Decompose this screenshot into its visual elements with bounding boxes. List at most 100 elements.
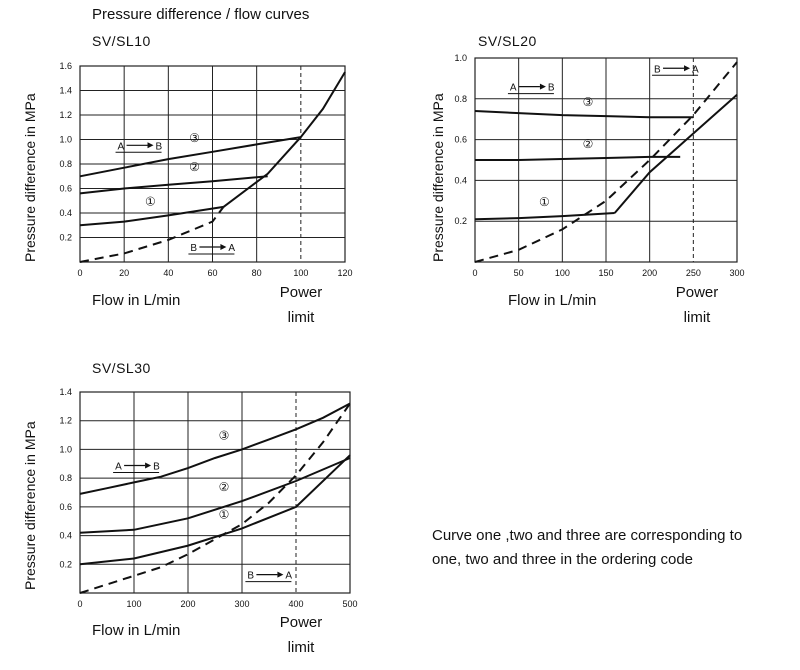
curve-note-line1: Curve one ,two and three are correspondi… bbox=[432, 527, 743, 544]
plot-frame bbox=[79, 391, 351, 594]
x-tick-label: 250 bbox=[686, 268, 701, 278]
power-limit-label-sl20: Power limit bbox=[668, 280, 726, 330]
curve-note-line2: one, two and three in the ordering code bbox=[432, 551, 694, 568]
y-tick-label: 0.4 bbox=[454, 175, 467, 185]
power-limit-line1: Power bbox=[675, 284, 719, 301]
curve-line bbox=[79, 136, 301, 178]
chart-title-sl30: SV/SL30 bbox=[92, 360, 151, 376]
curve-line bbox=[474, 212, 615, 221]
y-tick-label: 0.2 bbox=[59, 559, 72, 569]
y-tick-label: 1.0 bbox=[59, 444, 72, 454]
y-tick-label: 0.8 bbox=[454, 94, 467, 104]
curve-line bbox=[79, 454, 351, 566]
y-tick-label: 1.4 bbox=[59, 387, 72, 397]
annotation-from-label: B bbox=[190, 243, 197, 254]
y-tick-label: 0.2 bbox=[59, 233, 72, 243]
annotation-to-label: B bbox=[548, 83, 555, 94]
power-limit-line2: limit bbox=[683, 309, 711, 326]
x-tick-label: 0 bbox=[77, 268, 82, 278]
x-tick-label: 300 bbox=[234, 599, 249, 609]
x-tick-label: 200 bbox=[642, 268, 657, 278]
curve-line bbox=[79, 205, 224, 227]
annotation-arrowhead bbox=[220, 243, 227, 250]
x-tick-label: 100 bbox=[555, 268, 570, 278]
chart-title-sl10: SV/SL10 bbox=[92, 33, 151, 49]
y-tick-label: 1.6 bbox=[59, 61, 72, 71]
annotation-from-label: B bbox=[247, 571, 254, 582]
curve-number-label: ③ bbox=[189, 131, 200, 145]
curve-b-to-a bbox=[79, 402, 351, 594]
curve-number-label: ② bbox=[583, 137, 594, 151]
curve-line bbox=[79, 457, 351, 534]
x-axis-label-sl20: Flow in L/min bbox=[508, 292, 597, 309]
curve-b-to-a bbox=[79, 206, 225, 263]
curve-number-label: ③ bbox=[219, 428, 230, 442]
y-tick-label: 0.6 bbox=[454, 135, 467, 145]
annotation-from-label: B bbox=[654, 64, 661, 75]
curve-line bbox=[79, 175, 268, 195]
x-tick-label: 50 bbox=[514, 268, 524, 278]
annotation-to-label: A bbox=[285, 571, 292, 582]
main-title: Pressure difference / flow curves bbox=[92, 6, 310, 23]
curve-number-label: ③ bbox=[583, 95, 594, 109]
y-tick-label: 1.2 bbox=[59, 416, 72, 426]
power-limit-label-sl30: Power limit bbox=[272, 610, 330, 660]
y-tick-label: 1.2 bbox=[59, 110, 72, 120]
power-limit-line1: Power bbox=[279, 614, 323, 631]
annotation-to-label: A bbox=[228, 243, 235, 254]
x-tick-label: 120 bbox=[337, 268, 352, 278]
power-limit-line2: limit bbox=[287, 309, 315, 326]
curve-b-to-a bbox=[474, 61, 738, 263]
x-tick-label: 60 bbox=[207, 268, 217, 278]
x-tick-label: 200 bbox=[180, 599, 195, 609]
curve-line bbox=[79, 402, 351, 495]
x-tick-label: 80 bbox=[252, 268, 262, 278]
y-tick-label: 0.8 bbox=[59, 159, 72, 169]
y-tick-label: 0.4 bbox=[59, 208, 72, 218]
x-tick-label: 300 bbox=[729, 268, 744, 278]
curve-line bbox=[475, 155, 681, 161]
power-limit-line2: limit bbox=[287, 639, 315, 656]
annotation-arrowhead bbox=[147, 142, 154, 149]
curve-line bbox=[222, 71, 346, 208]
curve-number-label: ② bbox=[189, 160, 200, 174]
y-tick-label: 0.6 bbox=[59, 502, 72, 512]
chart-title-sl20: SV/SL20 bbox=[478, 33, 537, 49]
x-axis-label-sl10: Flow in L/min bbox=[92, 292, 181, 309]
y-tick-label: 1.4 bbox=[59, 86, 72, 96]
x-tick-label: 500 bbox=[342, 599, 357, 609]
annotation-to-label: A bbox=[692, 64, 699, 75]
y-tick-label: 0.6 bbox=[59, 184, 72, 194]
y-tick-label: 1.0 bbox=[59, 135, 72, 145]
x-tick-label: 100 bbox=[126, 599, 141, 609]
curve-number-label: ① bbox=[539, 195, 550, 209]
power-limit-line1: Power bbox=[279, 284, 323, 301]
curve-note: Curve one ,two and three are correspondi… bbox=[432, 524, 742, 572]
power-limit-label-sl10: Power limit bbox=[272, 280, 330, 330]
curve-number-label: ② bbox=[219, 480, 230, 494]
x-tick-label: 0 bbox=[77, 599, 82, 609]
y-tick-label: 1.0 bbox=[454, 53, 467, 63]
annotation-from-label: A bbox=[118, 141, 125, 152]
x-tick-label: 400 bbox=[288, 599, 303, 609]
x-tick-label: 40 bbox=[163, 268, 173, 278]
annotation-arrowhead bbox=[277, 571, 284, 578]
y-tick-label: 0.8 bbox=[59, 473, 72, 483]
annotation-arrowhead bbox=[539, 83, 546, 90]
curve-line bbox=[613, 93, 738, 214]
y-tick-label: 0.4 bbox=[59, 531, 72, 541]
curve-number-label: ① bbox=[145, 194, 156, 208]
curve-number-label: ① bbox=[219, 507, 230, 521]
annotation-arrowhead bbox=[145, 462, 152, 469]
annotation-arrowhead bbox=[684, 65, 691, 72]
x-tick-label: 100 bbox=[293, 268, 308, 278]
annotation-from-label: A bbox=[115, 462, 122, 473]
y-tick-label: 0.2 bbox=[454, 216, 467, 226]
x-tick-label: 150 bbox=[598, 268, 613, 278]
x-axis-label-sl30: Flow in L/min bbox=[92, 622, 181, 639]
curve-line bbox=[474, 110, 694, 119]
annotation-from-label: A bbox=[510, 83, 517, 94]
